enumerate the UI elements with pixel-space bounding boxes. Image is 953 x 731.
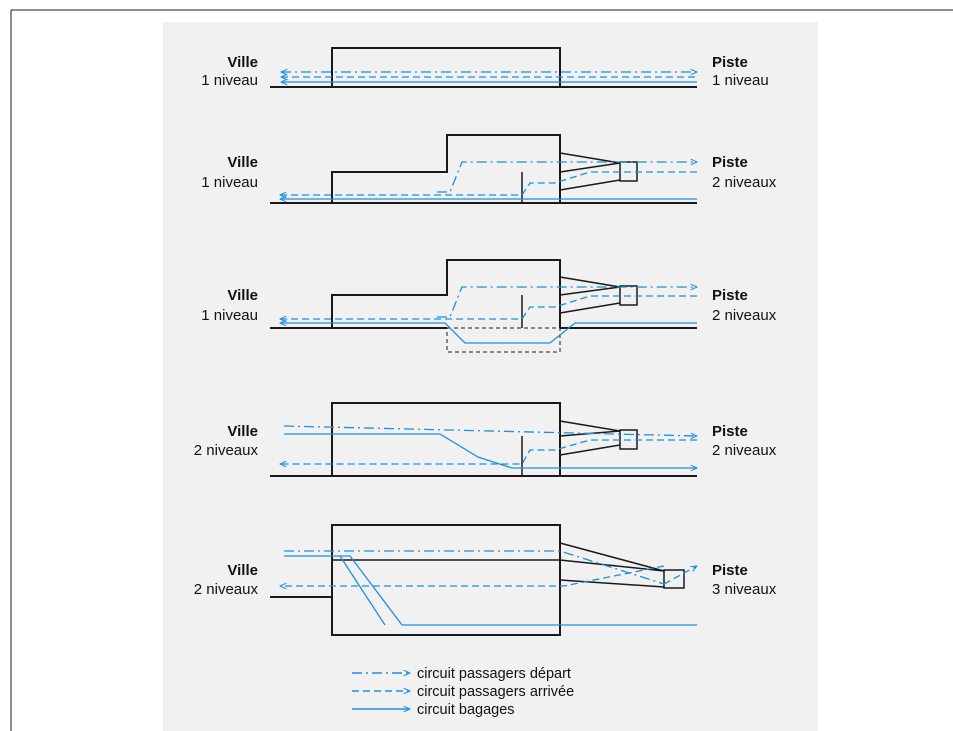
gate-box <box>663 569 685 589</box>
left-title: Ville <box>227 54 258 71</box>
boarding-bridge <box>559 152 621 191</box>
diagram-panel <box>163 22 818 731</box>
arrival-flow <box>280 439 697 464</box>
basement <box>446 327 561 353</box>
departure-flow <box>437 162 697 193</box>
left-title: Ville <box>227 562 258 579</box>
right-subtitle: 1 niveau <box>712 72 769 89</box>
right-title: Piste <box>712 54 748 71</box>
right-subtitle: 3 niveaux <box>712 581 777 598</box>
arrival-flow <box>280 565 665 586</box>
arrival-flow <box>280 295 697 319</box>
right-title: Piste <box>712 154 748 171</box>
left-subtitle: 1 niveau <box>201 174 258 191</box>
arrival-flow-gate <box>663 566 697 585</box>
boarding-bridge <box>559 276 621 314</box>
arrival-flow <box>280 171 697 195</box>
left-title: Ville <box>227 154 258 171</box>
baggage-chute <box>339 555 386 626</box>
left-subtitle: 2 niveaux <box>194 581 259 598</box>
left-subtitle: 1 niveau <box>201 307 258 324</box>
row-3 <box>270 259 697 353</box>
row-1 <box>270 47 697 88</box>
terminal-building <box>331 134 561 203</box>
departure-flow <box>283 425 697 436</box>
baggage-flow <box>284 433 697 468</box>
legend: circuit passagers départ circuit passage… <box>352 666 574 718</box>
left-subtitle: 1 niveau <box>201 72 258 89</box>
row-labels: Ville 1 niveau Piste 1 niveau Ville 1 ni… <box>194 54 777 598</box>
left-title: Ville <box>227 423 258 440</box>
left-title: Ville <box>227 287 258 304</box>
right-title: Piste <box>712 423 748 440</box>
row-2 <box>270 134 697 204</box>
row-5 <box>270 524 697 636</box>
right-title: Piste <box>712 287 748 304</box>
departure-flow <box>437 287 697 318</box>
right-subtitle: 2 niveaux <box>712 307 777 324</box>
baggage-flow <box>284 555 697 626</box>
terminal-building <box>331 259 561 328</box>
baggage-flow <box>280 323 697 344</box>
left-subtitle: 2 niveaux <box>194 442 259 459</box>
legend-label-arrival: circuit passagers arrivée <box>417 684 574 700</box>
right-title: Piste <box>712 562 748 579</box>
legend-label-departure: circuit passagers départ <box>417 666 571 682</box>
right-subtitle: 2 niveaux <box>712 174 777 191</box>
row-4 <box>270 402 697 477</box>
legend-label-baggage: circuit bagages <box>417 702 515 718</box>
right-subtitle: 2 niveaux <box>712 442 777 459</box>
